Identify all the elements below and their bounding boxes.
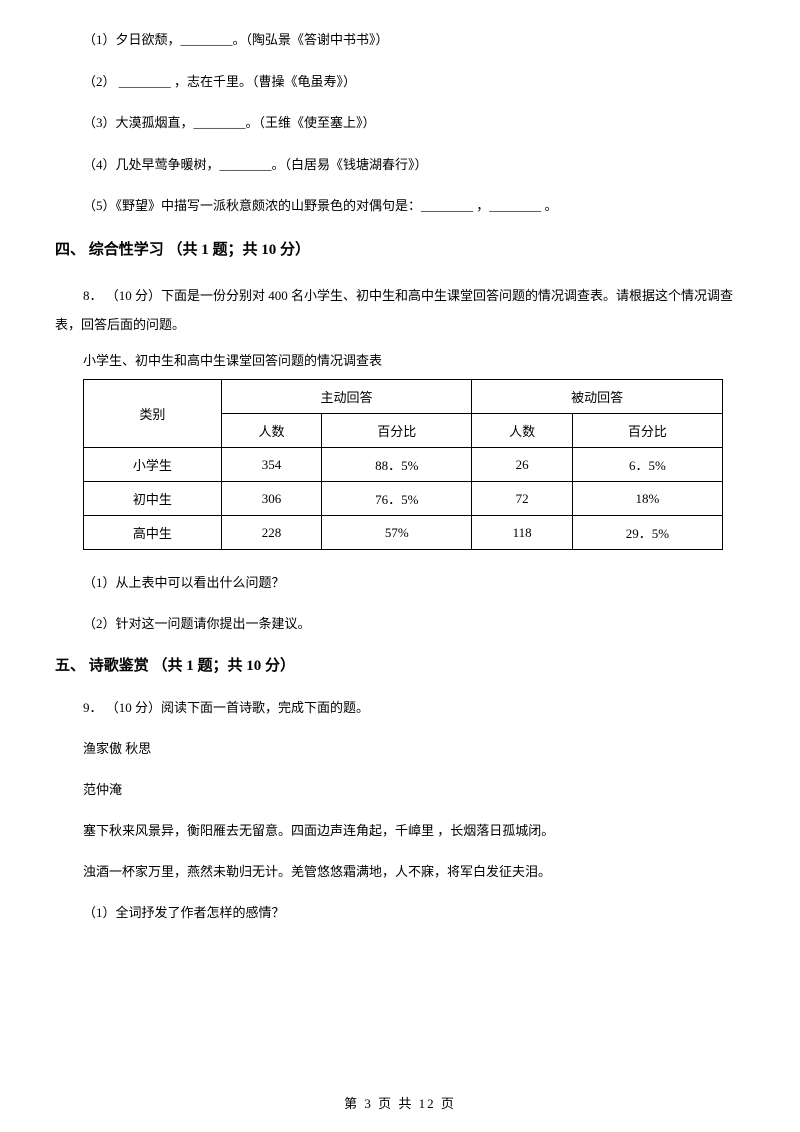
cell-pc: 26 <box>472 448 572 482</box>
fill-item-2: （2） ________ ，志在千里。（曹操《龟虽寿》） <box>55 72 745 92</box>
cell-ap: 88．5% <box>322 448 472 482</box>
cell-pc: 72 <box>472 482 572 516</box>
page-footer: 第 3 页 共 12 页 <box>0 1093 800 1112</box>
cell-pp: 18% <box>572 482 722 516</box>
table-row: 初中生 306 76．5% 72 18% <box>84 482 723 516</box>
header-active-pct: 百分比 <box>322 414 472 448</box>
cell-ac: 354 <box>221 448 321 482</box>
fill-item-1: （1）夕日欲颓，________。（陶弘景《答谢中书书》） <box>55 30 745 50</box>
fill-item-3: （3）大漠孤烟直，________。（王维《使至塞上》） <box>55 113 745 133</box>
header-passive: 被动回答 <box>472 380 723 414</box>
survey-table: 类别 主动回答 被动回答 人数 百分比 人数 百分比 小学生 354 88．5%… <box>83 379 723 550</box>
fill-item-5: （5）《野望》中描写一派秋意颇浓的山野景色的对偶句是：________ ，___… <box>55 196 745 216</box>
section-5-title: 五、 诗歌鉴赏 （共 1 题；共 10 分） <box>55 654 745 675</box>
table-row: 高中生 228 57% 118 29．5% <box>84 516 723 550</box>
q9-sub1: （1）全词抒发了作者怎样的感情？ <box>55 902 745 921</box>
poem-line-2: 浊酒一杯家万里，燕然未勒归无计。羌管悠悠霜满地，人不寐，将军白发征夫泪。 <box>55 861 745 880</box>
poem-title: 渔家傲 秋思 <box>55 738 745 757</box>
table-row: 小学生 354 88．5% 26 6．5% <box>84 448 723 482</box>
poem-line-1: 塞下秋来风景异，衡阳雁去无留意。四面边声连角起，千嶂里 ，长烟落日孤城闭。 <box>55 820 745 839</box>
cell-ap: 57% <box>322 516 472 550</box>
table-caption: 小学生、初中生和高中生课堂回答问题的情况调查表 <box>55 350 745 369</box>
section-4-title: 四、 综合性学习 （共 1 题；共 10 分） <box>55 238 745 259</box>
cell-cat: 初中生 <box>84 482 222 516</box>
cell-pp: 6．5% <box>572 448 722 482</box>
poem-author: 范仲淹 <box>55 779 745 798</box>
cell-pc: 118 <box>472 516 572 550</box>
fill-item-4: （4）几处早莺争暖树，________。（白居易《钱塘湖春行》） <box>55 155 745 175</box>
table-header-row-1: 类别 主动回答 被动回答 <box>84 380 723 414</box>
cell-cat: 小学生 <box>84 448 222 482</box>
q9-intro: 9． （10 分）阅读下面一首诗歌，完成下面的题。 <box>55 697 745 716</box>
cell-ac: 228 <box>221 516 321 550</box>
cell-ac: 306 <box>221 482 321 516</box>
cell-cat: 高中生 <box>84 516 222 550</box>
header-passive-count: 人数 <box>472 414 572 448</box>
q8-sub2: （2）针对这一问题请你提出一条建议。 <box>55 613 745 632</box>
header-active: 主动回答 <box>221 380 472 414</box>
cell-ap: 76．5% <box>322 482 472 516</box>
header-passive-pct: 百分比 <box>572 414 722 448</box>
header-active-count: 人数 <box>221 414 321 448</box>
cell-pp: 29．5% <box>572 516 722 550</box>
header-category: 类别 <box>84 380 222 448</box>
q8-sub1: （1）从上表中可以看出什么问题？ <box>55 572 745 591</box>
q8-intro: 8． （10 分）下面是一份分别对 400 名小学生、初中生和高中生课堂回答问题… <box>55 281 745 341</box>
